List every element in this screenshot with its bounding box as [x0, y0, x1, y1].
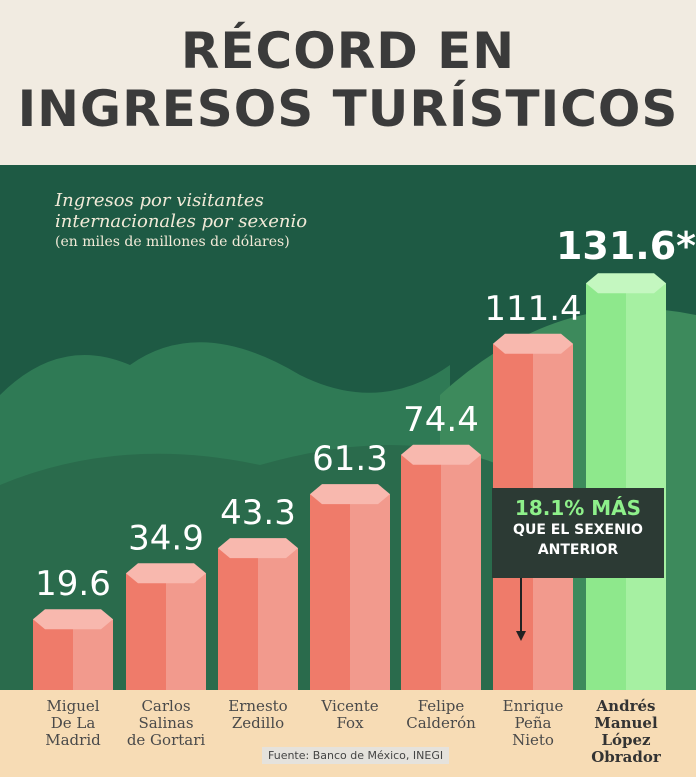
category-label-5: Enrique Peña Nieto [502, 697, 564, 749]
arrow-down-head [516, 631, 526, 641]
value-label-1: 34.9 [128, 518, 204, 558]
bar-cap-2 [218, 538, 298, 559]
bar-side-1 [166, 573, 206, 690]
bar-cap-6 [586, 273, 666, 294]
bar-side-4 [441, 454, 481, 690]
bar-side-2 [258, 548, 298, 690]
annotation-line-2: ANTERIOR [537, 542, 619, 558]
chart-area: 19.6 34.9 43.3 61.3 74.4 111.4 131.6* [0, 224, 696, 690]
bar-6 [586, 283, 626, 690]
value-label-3: 61.3 [312, 439, 388, 479]
subtitle-line-2: internacionales por sexenio [55, 211, 308, 232]
value-label-4: 74.4 [403, 400, 479, 440]
category-label-4: Felipe Calderón [406, 697, 476, 732]
category-label-2: Ernesto Zedillo [228, 697, 288, 732]
bar-side-0 [73, 619, 113, 690]
bar-4 [401, 454, 441, 690]
bar-side-3 [350, 494, 390, 690]
bar-1 [126, 573, 166, 690]
value-label-5: 111.4 [484, 289, 581, 329]
category-label-1: Carlos Salinas de Gortari [126, 697, 206, 749]
category-label-6: Andrés Manuel López Obrador [591, 697, 661, 766]
bar-cap-4 [401, 444, 481, 465]
bar-0 [33, 619, 73, 690]
annotation-line-1: QUE EL SEXENIO [513, 522, 643, 538]
annotation-box: 18.1% MÁS QUE EL SEXENIO ANTERIOR [492, 488, 664, 578]
value-label-0: 19.6 [35, 564, 111, 604]
value-label-6: 131.6* [556, 224, 696, 268]
category-label-0: Miguel De La Madrid [45, 697, 101, 749]
bar-cap-1 [126, 563, 206, 584]
value-label-2: 43.3 [220, 493, 296, 533]
title-line-2: INGRESOS TURÍSTICOS [17, 80, 679, 138]
bar-cap-3 [310, 484, 390, 505]
title-line-1: RÉCORD EN [180, 22, 516, 80]
bar-cap-5 [493, 333, 573, 354]
bar-2 [218, 548, 258, 690]
page-title: RÉCORD EN INGRESOS TURÍSTICOS [0, 22, 696, 138]
bar-cap-0 [33, 609, 113, 630]
bar-3 [310, 494, 350, 690]
source-note: Fuente: Banco de México, INEGI [262, 747, 450, 764]
bar-side-6 [626, 283, 666, 690]
unit-note: (en miles de millones de dólares) [55, 234, 290, 250]
category-label-3: Vicente Fox [321, 697, 379, 732]
footer: Miguel De La Madrid Carlos Salinas de Gortari… [0, 690, 696, 777]
subtitle-line-1: Ingresos por visitantes [55, 190, 264, 211]
header: RÉCORD EN INGRESOS TURÍSTICOS [0, 0, 696, 165]
chart-subtitle: Ingresos por visitantes internacionales … [55, 190, 307, 250]
annotation-highlight: 18.1% MÁS [514, 496, 642, 520]
